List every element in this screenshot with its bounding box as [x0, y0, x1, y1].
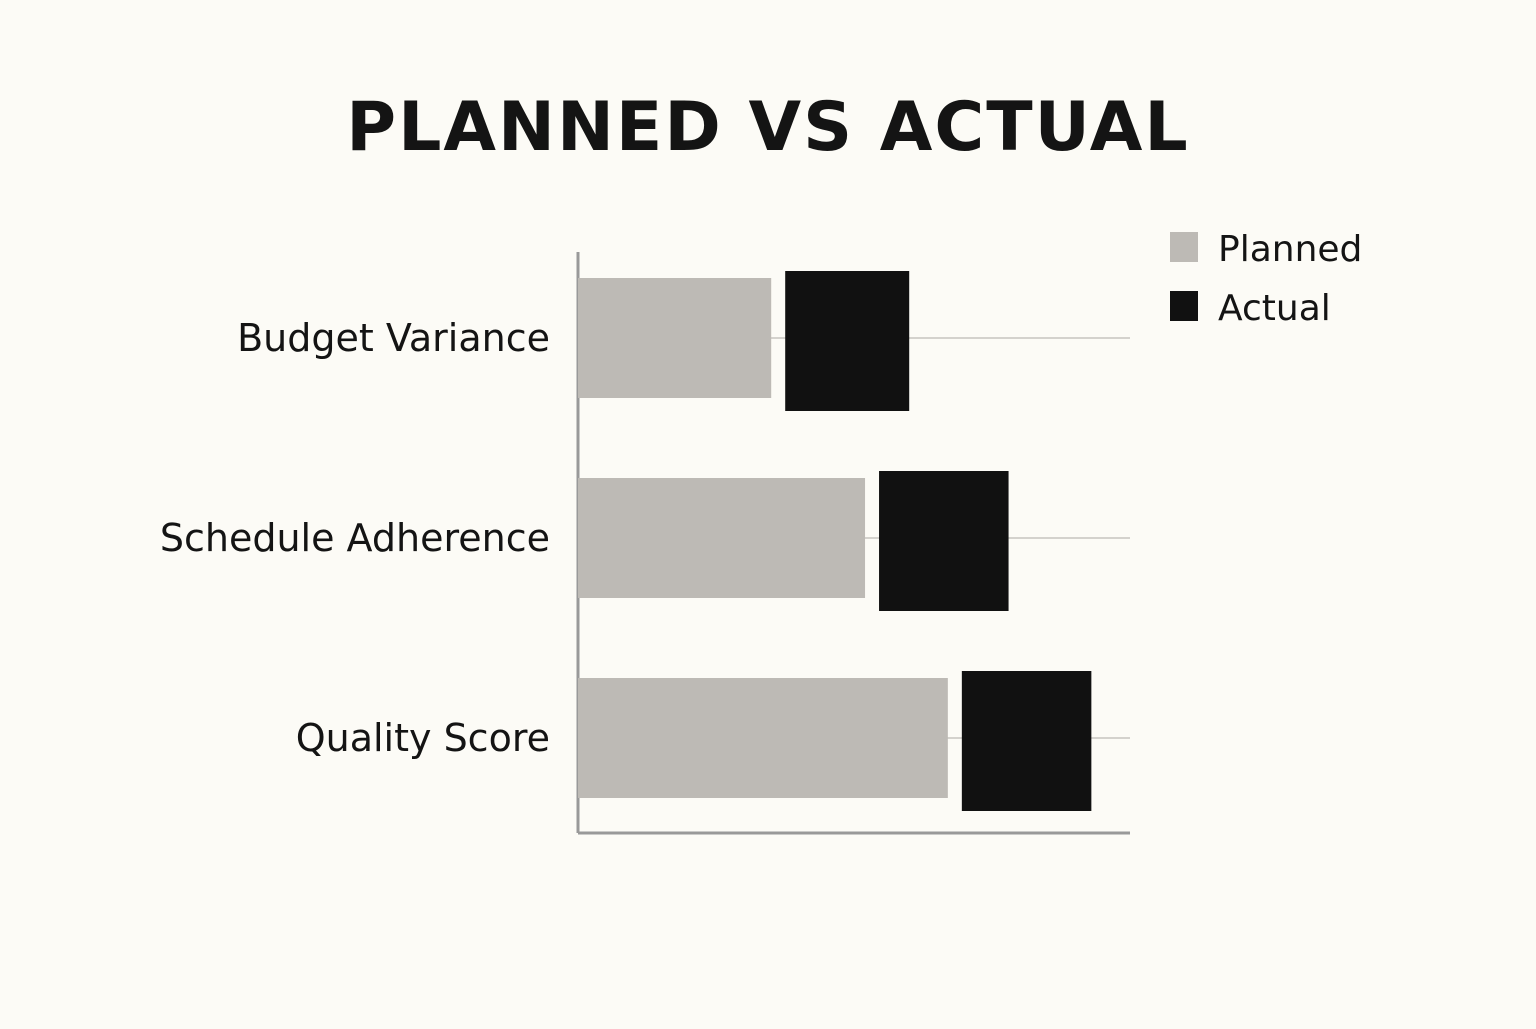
category-label: Quality Score: [296, 716, 550, 760]
bar-planned: [578, 478, 866, 598]
category-label: Schedule Adherence: [160, 516, 550, 560]
bar-actual: [961, 671, 1092, 811]
legend-swatch: [1170, 232, 1198, 262]
legend-label: Actual: [1218, 288, 1331, 329]
bars: [578, 271, 1092, 811]
bar-actual: [785, 271, 910, 411]
bar-actual: [879, 471, 1009, 611]
bar-planned: [578, 678, 948, 798]
category-label: Budget Variance: [237, 316, 550, 360]
legend-label: Planned: [1218, 229, 1362, 270]
chart-title: PLANNED VS ACTUAL: [346, 88, 1189, 167]
category-labels: Budget Variance Schedule Adherence Quality…: [160, 316, 550, 760]
bar-planned: [578, 278, 772, 398]
legend: Planned Actual: [1170, 229, 1362, 329]
legend-swatch: [1170, 291, 1198, 321]
